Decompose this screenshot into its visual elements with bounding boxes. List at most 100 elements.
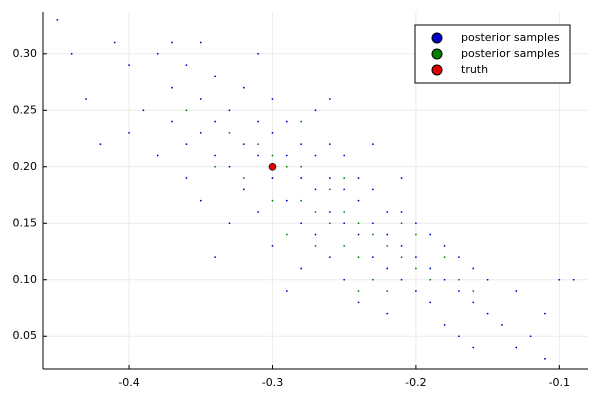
sample-point (472, 290, 475, 292)
sample-point (228, 109, 231, 112)
sample-point (300, 222, 303, 225)
y-tick-label: 0.15 (13, 216, 38, 229)
sample-point (486, 278, 489, 281)
sample-point (443, 324, 446, 326)
sample-point (544, 312, 546, 315)
sample-point (371, 143, 374, 146)
legend-label: posterior samples (461, 47, 560, 60)
sample-point (257, 211, 260, 213)
sample-point (472, 267, 475, 270)
sample-point (285, 165, 288, 168)
sample-point (357, 199, 360, 202)
sample-point (185, 64, 188, 66)
sample-point (128, 64, 130, 66)
sample-point (558, 278, 561, 281)
x-tick-label: -0.2 (405, 376, 426, 389)
sample-point (199, 41, 202, 44)
sample-point (400, 256, 403, 259)
sample-point (371, 188, 374, 191)
legend-marker (431, 64, 443, 76)
sample-point (300, 177, 303, 179)
sample-point (314, 154, 317, 157)
sample-point (85, 98, 87, 100)
sample-point (285, 154, 288, 157)
sample-point (199, 98, 202, 100)
sample-point (328, 256, 331, 259)
sample-point (400, 177, 403, 179)
sample-point (156, 154, 159, 157)
y-tick-label: 0.10 (13, 273, 38, 286)
sample-point (443, 256, 446, 259)
y-tick-label: 0.30 (13, 47, 38, 60)
y-tick-label: 0.25 (13, 103, 38, 116)
legend-label: truth (461, 63, 488, 76)
sample-point (285, 233, 288, 236)
sample-point (429, 301, 432, 304)
sample-point (357, 290, 360, 292)
sample-point (357, 222, 360, 225)
sample-point (300, 120, 303, 123)
sample-point (300, 267, 303, 270)
sample-point (285, 199, 288, 202)
sample-point (171, 86, 173, 89)
sample-point (242, 86, 245, 89)
sample-point (458, 335, 460, 338)
legend-marker (431, 32, 443, 44)
sample-point (328, 222, 331, 225)
sample-point (285, 120, 288, 123)
sample-point (257, 143, 260, 146)
sample-point (199, 199, 202, 202)
legend-marker (431, 48, 443, 60)
sample-point (386, 244, 389, 247)
sample-point (429, 233, 432, 236)
sample-point (544, 357, 546, 360)
y-tick-label: 0.20 (13, 160, 38, 173)
sample-point (271, 154, 274, 157)
sample-point (314, 109, 317, 112)
sample-point (300, 199, 303, 202)
sample-point (271, 131, 274, 134)
sample-point (429, 278, 432, 281)
sample-point (314, 211, 317, 213)
sample-point (414, 233, 417, 236)
sample-point (257, 120, 260, 123)
sample-point (343, 244, 346, 247)
sample-point (242, 143, 245, 146)
sample-point (357, 301, 360, 304)
sample-point (99, 143, 102, 146)
sample-point (228, 131, 231, 134)
sample-point (171, 41, 173, 44)
sample-point (185, 143, 188, 146)
sample-point (458, 290, 460, 292)
sample-point (386, 290, 389, 292)
sample-point (429, 267, 432, 270)
sample-point (458, 278, 460, 281)
sample-point (328, 177, 331, 179)
sample-point (314, 233, 317, 236)
sample-point (214, 75, 217, 78)
sample-point (443, 244, 446, 247)
sample-point (501, 324, 503, 326)
x-tick-label: -0.4 (118, 376, 139, 389)
sample-point (472, 346, 475, 349)
sample-point (486, 312, 489, 315)
sample-point (214, 120, 217, 123)
sample-point (285, 290, 288, 292)
sample-point (185, 177, 188, 179)
sample-point (371, 256, 374, 259)
sample-point (242, 177, 245, 179)
sample-point (357, 177, 360, 179)
sample-point (386, 233, 389, 236)
sample-point (414, 222, 417, 225)
sample-point (443, 278, 446, 281)
sample-point (271, 199, 274, 202)
sample-point (357, 233, 360, 236)
sample-point (472, 301, 475, 304)
y-tick-label: 0.05 (13, 329, 38, 342)
sample-point (300, 143, 303, 146)
sample-point (271, 98, 274, 100)
sample-point (214, 154, 217, 157)
sample-point (314, 244, 317, 247)
